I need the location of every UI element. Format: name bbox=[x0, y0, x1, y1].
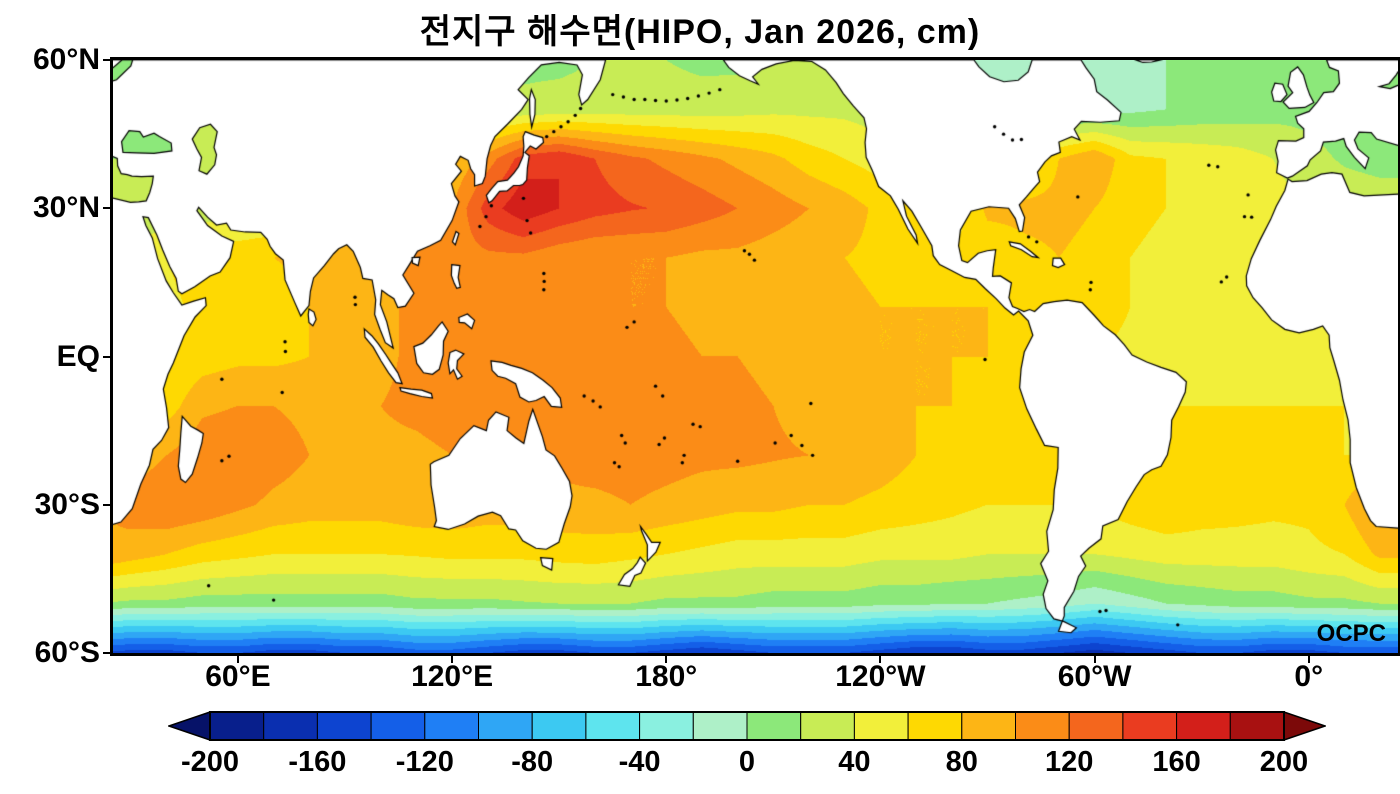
colorbar-frame bbox=[209, 711, 1285, 741]
colorbar-tick-label: 120 bbox=[1044, 746, 1094, 778]
colorbar-cell bbox=[370, 711, 426, 741]
y-axis-label: 60°N bbox=[32, 43, 100, 76]
colorbar-tick-label: 0 bbox=[738, 746, 756, 778]
y-axis-label: 30°S bbox=[34, 487, 100, 521]
colorbar-cell bbox=[316, 711, 372, 741]
x-axis-tick bbox=[665, 656, 668, 663]
colorbar-arrow bbox=[168, 711, 211, 741]
x-axis-label: 120°W bbox=[835, 660, 926, 693]
x-axis-label: 60°W bbox=[1057, 660, 1132, 693]
y-axis-tick bbox=[103, 652, 110, 654]
world-map-canvas bbox=[113, 60, 1398, 653]
colorbar-cell bbox=[585, 711, 641, 741]
colorbar-tick-label: -40 bbox=[618, 746, 661, 778]
y-axis-tick bbox=[103, 503, 110, 506]
x-axis-label: 120°E bbox=[411, 660, 494, 693]
y-axis-label: EQ bbox=[56, 339, 100, 373]
chart-title: 전지구 해수면(HIPO, Jan 2026, cm) bbox=[419, 13, 981, 51]
colorbar-tick-label: 40 bbox=[838, 746, 871, 778]
x-axis-label: 0° bbox=[1294, 660, 1324, 693]
colorbar-cell bbox=[692, 711, 748, 741]
colorbar-cell bbox=[639, 711, 694, 741]
colorbar bbox=[168, 711, 1326, 741]
colorbar-cell bbox=[1015, 711, 1070, 741]
colorbar-tick-label: -120 bbox=[395, 746, 454, 778]
x-axis-tick bbox=[1307, 656, 1310, 663]
colorbar-cell bbox=[746, 711, 802, 741]
colorbar-cell bbox=[263, 711, 318, 741]
colorbar-tick-label: 80 bbox=[945, 746, 978, 778]
y-axis-tick bbox=[103, 355, 110, 358]
colorbar-tick-label: -160 bbox=[288, 746, 347, 778]
colorbar-cell bbox=[800, 711, 855, 741]
colorbar-cell bbox=[531, 711, 587, 741]
colorbar-arrow bbox=[1283, 711, 1326, 741]
x-axis-label: 60°E bbox=[205, 660, 271, 693]
x-axis-tick bbox=[236, 656, 239, 663]
x-axis-tick bbox=[879, 656, 882, 663]
colorbar-cell bbox=[1176, 711, 1231, 741]
x-axis-label: 180° bbox=[635, 660, 698, 693]
y-axis-label: 30°N bbox=[32, 191, 100, 225]
y-axis-tick bbox=[103, 207, 110, 210]
colorbar-cell bbox=[1068, 711, 1124, 741]
colorbar-cell bbox=[1229, 711, 1285, 741]
colorbar-cell bbox=[424, 711, 479, 741]
ocpc-watermark: OCPC bbox=[1316, 620, 1386, 647]
colorbar-tick-label: -80 bbox=[511, 746, 554, 778]
colorbar-cell bbox=[907, 711, 963, 741]
x-axis-tick bbox=[451, 656, 454, 663]
colorbar-cell bbox=[209, 711, 265, 741]
colorbar-cell bbox=[1122, 711, 1178, 741]
colorbar-cell bbox=[961, 711, 1016, 741]
map-plot-area: OCPC bbox=[110, 57, 1400, 656]
y-axis-tick bbox=[103, 59, 110, 61]
x-axis-tick bbox=[1093, 656, 1096, 663]
colorbar-cell bbox=[853, 711, 909, 741]
colorbar-tick-label: 160 bbox=[1152, 746, 1201, 778]
colorbar-tick-label: -200 bbox=[180, 746, 240, 778]
colorbar-tick-label: 200 bbox=[1259, 746, 1309, 778]
y-axis-label: 60°S bbox=[34, 636, 100, 669]
colorbar-cell bbox=[478, 711, 533, 741]
